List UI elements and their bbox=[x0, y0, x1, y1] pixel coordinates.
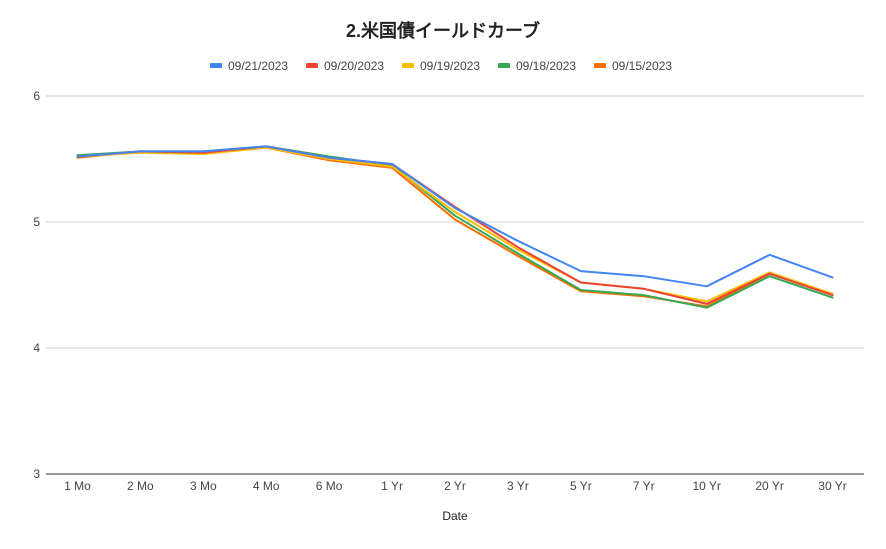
x-tick-label: 30 Yr bbox=[818, 479, 846, 493]
legend-swatch bbox=[210, 63, 222, 68]
x-axis-ticks: 1 Mo 2 Mo 3 Mo 4 Mo 6 Mo 1 Yr 2 Yr 3 Yr 5 Yr 7 Yr… bbox=[64, 479, 847, 493]
y-tick-label: 3 bbox=[33, 467, 40, 481]
x-tick-label: 20 Yr bbox=[755, 479, 783, 493]
series-line bbox=[76, 146, 834, 303]
legend-label: 09/15/2023 bbox=[612, 59, 672, 73]
legend-label: 09/21/2023 bbox=[228, 59, 288, 73]
x-tick-label: 3 Mo bbox=[190, 479, 217, 493]
legend-label: 09/19/2023 bbox=[420, 59, 480, 73]
legend-label: 09/20/2023 bbox=[324, 59, 384, 73]
x-tick-label: 6 Mo bbox=[316, 479, 343, 493]
legend-swatch bbox=[402, 63, 414, 68]
legend: 09/21/2023 09/20/2023 09/19/2023 09/18/2023… bbox=[210, 59, 672, 73]
y-tick-label: 6 bbox=[33, 89, 40, 103]
series-line bbox=[76, 145, 834, 288]
x-axis-label: Date bbox=[442, 509, 468, 523]
y-tick-label: 5 bbox=[33, 215, 40, 229]
series-line bbox=[76, 145, 834, 309]
x-tick-label: 3 Yr bbox=[507, 479, 529, 493]
series-line bbox=[76, 146, 834, 308]
gridlines bbox=[46, 95, 864, 475]
series-lines bbox=[76, 145, 834, 309]
legend-swatch bbox=[306, 63, 318, 68]
legend-swatch bbox=[498, 63, 510, 68]
x-tick-label: 4 Mo bbox=[253, 479, 280, 493]
x-tick-label: 7 Yr bbox=[633, 479, 655, 493]
chart-title: 2.米国債イールドカーブ bbox=[346, 20, 540, 41]
y-axis-ticks: 3 4 5 6 bbox=[33, 89, 40, 481]
x-tick-label: 2 Mo bbox=[127, 479, 154, 493]
x-tick-label: 10 Yr bbox=[692, 479, 720, 493]
legend-swatch bbox=[594, 63, 606, 68]
x-tick-label: 1 Mo bbox=[64, 479, 91, 493]
x-tick-label: 1 Yr bbox=[381, 479, 403, 493]
x-tick-label: 2 Yr bbox=[444, 479, 466, 493]
y-tick-label: 4 bbox=[33, 341, 40, 355]
legend-label: 09/18/2023 bbox=[516, 59, 576, 73]
x-tick-label: 5 Yr bbox=[570, 479, 592, 493]
